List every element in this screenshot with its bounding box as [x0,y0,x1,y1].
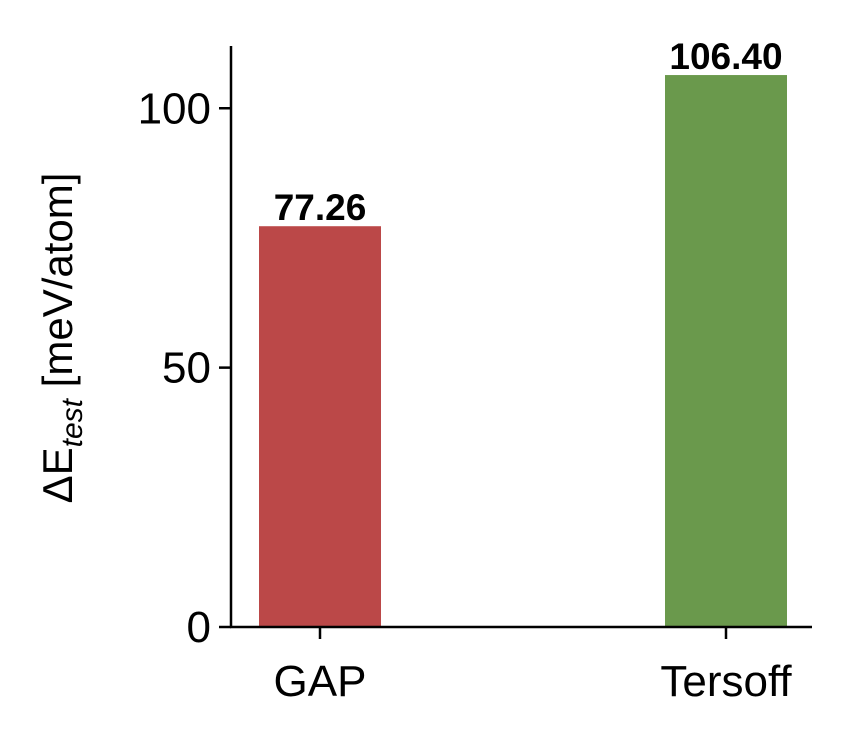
bar-gap [259,226,381,627]
bar-value-label-gap: 77.26 [274,187,367,228]
y-axis-label-prefix: ΔE [34,447,81,503]
x-tick-label-tersoff: Tersoff [660,657,792,706]
bar-tersoff [665,75,787,628]
y-axis-label-suffix: [meV/atom] [34,173,81,399]
y-tick-label-0: 0 [187,603,211,652]
y-tick-label-2: 100 [138,84,211,133]
y-tick-label-1: 50 [162,344,211,393]
y-axis-label: ΔEtest [meV/atom] [34,173,89,504]
y-axis-label-subscript: test [56,397,89,447]
x-tick-label-gap: GAP [274,657,367,706]
bar-value-label-tersoff: 106.40 [669,36,782,77]
